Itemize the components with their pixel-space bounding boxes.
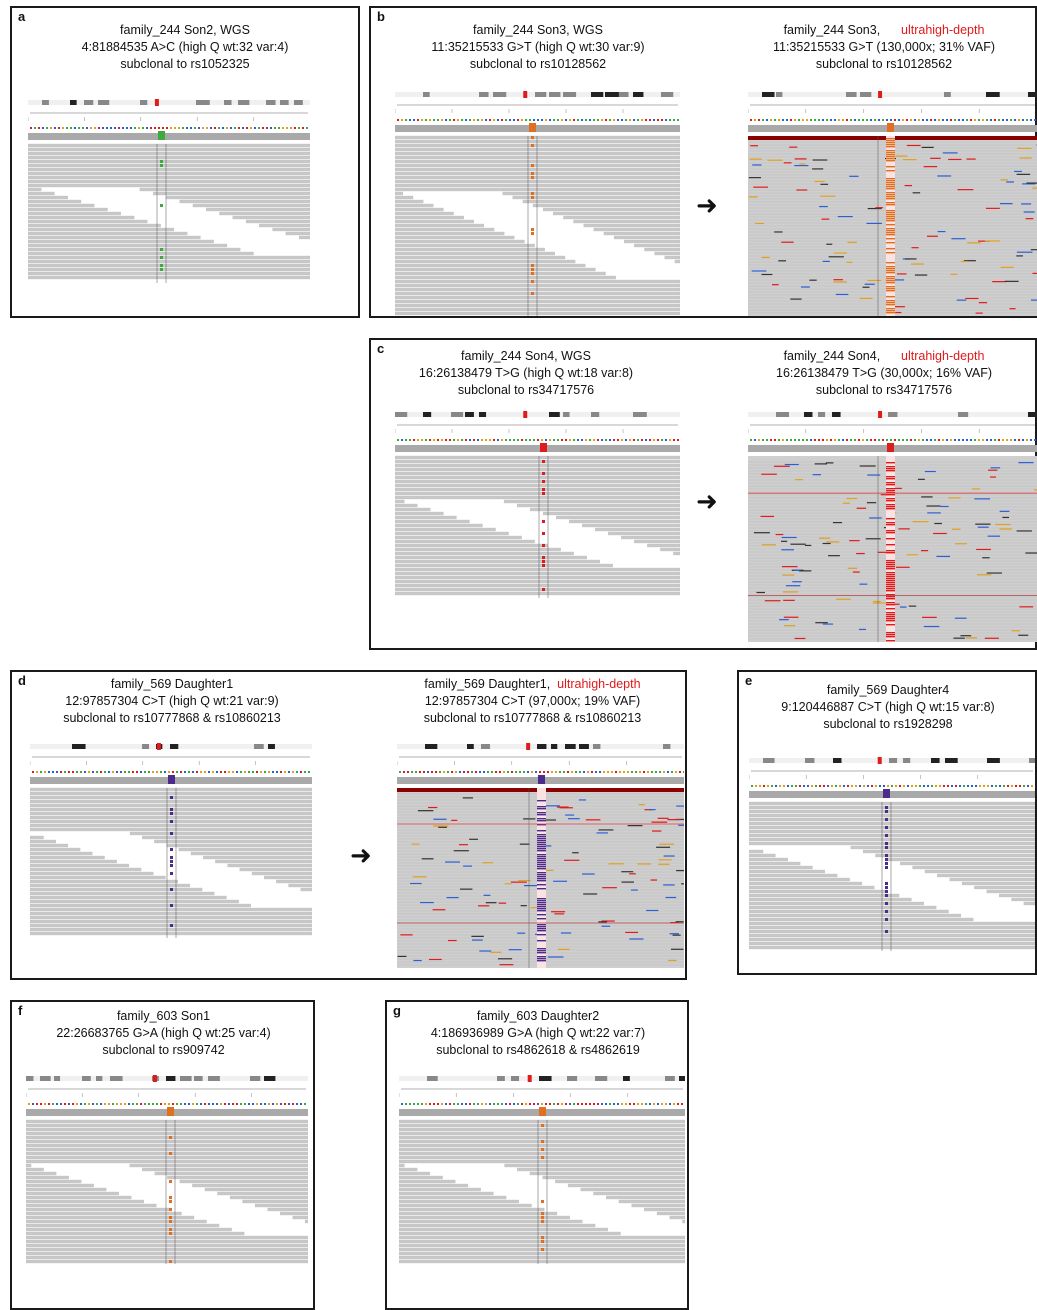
caption-d-uhd: family_569 Daughter1, ultrahigh-depth 12… <box>380 676 685 727</box>
igv-decoration <box>399 1075 685 1264</box>
caption-line3: subclonal to rs34717576 <box>815 383 953 397</box>
igv-track-e <box>749 757 1035 951</box>
caption-g: family_603 Daughter2 4:186936989 G>A (hi… <box>387 1008 689 1059</box>
igv-track-d-wgs <box>30 743 312 938</box>
caption-d-wgs: family_569 Daughter1 12:97857304 C>T (hi… <box>12 676 332 727</box>
igv-decoration <box>28 99 310 283</box>
caption-a: family_244 Son2, WGS 4:81884535 A>C (hig… <box>12 22 358 73</box>
arrow-icon: ➜ <box>350 840 372 870</box>
panel-letter: f <box>18 1003 23 1018</box>
caption-line1: family_569 Daughter1 <box>110 677 234 691</box>
caption-line2: 4:186936989 G>A (high Q wt:22 var:7) <box>430 1026 646 1040</box>
ultrahigh-depth-tag: ultrahigh-depth <box>901 349 985 363</box>
panel-letter: e <box>745 673 753 688</box>
caption-line1: family_569 Daughter1, ultrahigh-depth <box>380 676 685 693</box>
igv-track-f <box>26 1075 308 1264</box>
igv-decoration <box>26 1075 308 1264</box>
igv-track-g <box>399 1075 685 1264</box>
panel-c: c family_244 Son4, WGS 16:26138479 T>G (… <box>369 338 1037 650</box>
caption-line3: subclonal to rs10777868 & rs10860213 <box>423 711 642 725</box>
panel-f: f family_603 Son1 22:26683765 G>A (high … <box>10 1000 315 1310</box>
ultrahigh-depth-tag: ultrahigh-depth <box>557 677 641 691</box>
caption-line3: subclonal to rs10128562 <box>815 57 953 71</box>
panel-letter: d <box>18 673 26 688</box>
panel-d: d family_569 Daughter1 12:97857304 C>T (… <box>10 670 687 980</box>
panel-letter: c <box>377 341 385 356</box>
panel-a: a family_244 Son2, WGS 4:81884535 A>C (h… <box>10 6 360 318</box>
igv-decoration <box>395 91 680 316</box>
caption-line2: 12:97857304 C>T (high Q wt:21 var:9) <box>65 694 279 708</box>
caption-line1: family_244 Son4, WGS <box>461 349 591 363</box>
caption-line2: 16:26138479 T>G (high Q wt:18 var:8) <box>418 366 634 380</box>
panel-letter: g <box>393 1003 401 1018</box>
caption-line3: subclonal to rs10128562 <box>469 57 607 71</box>
caption-b-wgs: family_244 Son3, WGS 11:35215533 G>T (hi… <box>371 22 705 73</box>
caption-line2: 11:35215533 G>T (high Q wt:30 var:9) <box>431 40 645 54</box>
arrow-icon: ➜ <box>696 486 718 516</box>
caption-line2: 22:26683765 G>A (high Q wt:25 var:4) <box>56 1026 271 1040</box>
igv-track-c-uhd <box>748 411 1037 642</box>
caption-c-uhd: family_244 Son4, ultrahigh-depth 16:2613… <box>731 348 1037 399</box>
igv-decoration <box>30 743 312 938</box>
caption-line1: family_244 Son4, ultrahigh-depth <box>731 348 1037 365</box>
igv-track-b-wgs <box>395 91 680 316</box>
igv-track-b-uhd <box>748 91 1037 316</box>
caption-line2: 4:81884535 A>C (high Q wt:32 var:4) <box>81 40 289 54</box>
caption-line3: subclonal to rs1052325 <box>120 57 250 71</box>
caption-line2: 11:35215533 G>T (130,000x; 31% VAF) <box>772 40 996 54</box>
caption-line3: subclonal to rs34717576 <box>457 383 595 397</box>
igv-decoration <box>749 757 1035 951</box>
panel-g: g family_603 Daughter2 4:186936989 G>A (… <box>385 1000 689 1310</box>
caption-e: family_569 Daughter4 9:120446887 C>T (hi… <box>739 682 1037 733</box>
caption-c-wgs: family_244 Son4, WGS 16:26138479 T>G (hi… <box>371 348 681 399</box>
caption-line1: family_244 Son3, WGS <box>473 23 603 37</box>
igv-track-c-wgs <box>395 411 680 598</box>
caption-line3: subclonal to rs1928298 <box>823 717 953 731</box>
caption-sample: family_244 Son3, <box>783 23 881 37</box>
caption-line2: 16:26138479 T>G (30,000x; 16% VAF) <box>776 366 992 380</box>
igv-track-d-uhd <box>397 743 684 968</box>
igv-track-a <box>28 99 310 283</box>
caption-line2: 12:97857304 C>T (97,000x; 19% VAF) <box>424 694 641 708</box>
panel-letter: b <box>377 9 385 24</box>
caption-sample: family_244 Son4, <box>783 349 881 363</box>
caption-line3: subclonal to rs909742 <box>102 1043 225 1057</box>
arrow-icon: ➜ <box>696 190 718 220</box>
igv-decoration <box>395 411 680 598</box>
panel-e: e family_569 Daughter4 9:120446887 C>T (… <box>737 670 1037 975</box>
caption-line1: family_569 Daughter4 <box>826 683 950 697</box>
caption-line1: family_603 Son1 <box>116 1009 211 1023</box>
caption-line3: subclonal to rs4862618 & rs4862619 <box>436 1043 640 1057</box>
caption-line3: subclonal to rs10777868 & rs10860213 <box>63 711 281 725</box>
caption-line2: 9:120446887 C>T (high Q wt:15 var:8) <box>781 700 995 714</box>
caption-line1: family_244 Son2, WGS <box>120 23 250 37</box>
igv-decoration <box>748 91 1037 316</box>
panel-b: b family_244 Son3, WGS 11:35215533 G>T (… <box>369 6 1037 318</box>
igv-decoration <box>748 411 1037 642</box>
caption-sample: family_569 Daughter1, <box>424 677 551 691</box>
caption-line1: family_244 Son3, ultrahigh-depth <box>731 22 1037 39</box>
caption-line1: family_603 Daughter2 <box>476 1009 600 1023</box>
igv-decoration <box>397 743 684 968</box>
ultrahigh-depth-tag: ultrahigh-depth <box>901 23 985 37</box>
caption-f: family_603 Son1 22:26683765 G>A (high Q … <box>12 1008 315 1059</box>
caption-b-uhd: family_244 Son3, ultrahigh-depth 11:3521… <box>731 22 1037 73</box>
panel-letter: a <box>18 9 26 24</box>
